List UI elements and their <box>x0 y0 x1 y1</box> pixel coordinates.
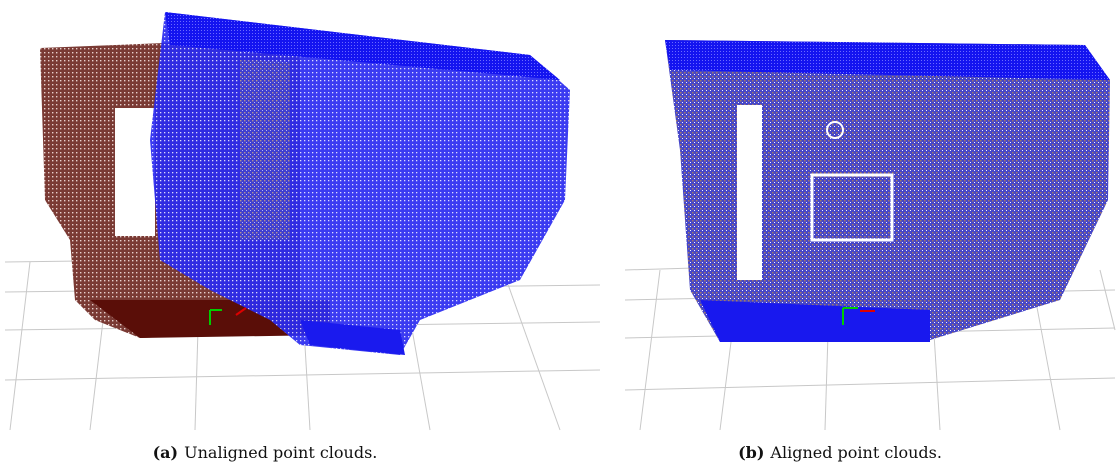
caption: (b) Aligned point clouds. <box>738 443 942 462</box>
point-cloud-unaligned <box>40 12 570 355</box>
caption: (a) Unaligned point clouds. <box>153 443 378 462</box>
caption-text: Aligned point clouds. <box>770 443 942 462</box>
figure-images <box>0 0 1120 440</box>
caption-label: (b) <box>738 443 764 462</box>
point-cloud-aligned <box>665 40 1110 342</box>
caption-text: Unaligned point clouds. <box>184 443 377 462</box>
figure: (a) Unaligned point clouds. (b) Aligned po… <box>0 0 1120 475</box>
caption-label: (a) <box>153 443 179 462</box>
